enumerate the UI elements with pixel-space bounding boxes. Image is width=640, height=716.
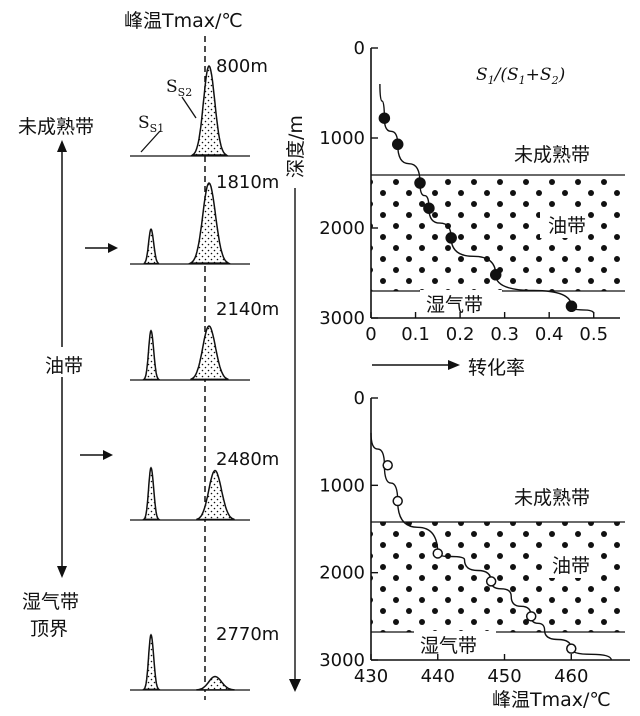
depth-label: 800m: [216, 56, 268, 77]
pyrogram-sample: 2770m: [130, 624, 279, 691]
y-tick-label: 2000: [319, 563, 365, 584]
y-tick-label: 0: [354, 388, 365, 409]
s1-peak: [141, 329, 162, 381]
peak-label-s1: SS1: [138, 113, 164, 135]
y-tick-label: 2000: [319, 218, 365, 239]
pointer-arrow-2480: [80, 450, 113, 460]
pyrogram-sample: 1810m: [130, 172, 279, 265]
depth-label: 2770m: [216, 624, 279, 645]
pointer-arrow-1810: [85, 243, 118, 253]
depth-label: 2140m: [216, 299, 279, 320]
x-tick-label: 450: [487, 666, 521, 687]
y-tick-label: 3000: [319, 308, 365, 329]
s2-peak: [196, 675, 235, 691]
s2-peak: [190, 325, 229, 381]
zone-label-top-boundary: 顶界: [30, 618, 68, 640]
data-point: [489, 269, 502, 281]
x-tick-label: 0.3: [490, 324, 519, 345]
data-point: [423, 202, 435, 214]
c2-zone-oil-label: 油带: [552, 555, 590, 577]
zone-label-oil: 油带: [45, 355, 83, 377]
y-tick-label: 3000: [319, 650, 365, 671]
c1-x-arrow-head: [448, 360, 460, 370]
conversion-chart: 油带 未成熟带 湿气带 S1/(S1+S2) 深度/m 转化率 0 1000 200…: [285, 38, 625, 692]
c1-y-axis-label: 深度/m: [285, 115, 307, 178]
data-point: [382, 459, 393, 471]
s2-peak: [190, 64, 229, 156]
data-point: [525, 611, 537, 622]
pyrogram-panel: 峰温Tmax/℃ 未成熟带 油带 湿气带 顶界 SS1 SS2 800m 1810…: [18, 10, 279, 700]
c1-zone-immature-label: 未成熟带: [514, 144, 590, 166]
zone-label-immature: 未成熟带: [18, 116, 94, 138]
pyrogram-sample: 2480m: [130, 449, 279, 521]
pyrogram-sample: 2140m: [130, 299, 279, 381]
s1-peak: [143, 228, 160, 265]
x-tick-label: 0: [365, 324, 376, 345]
data-point: [566, 643, 577, 654]
c2-zone-immature-label: 未成熟带: [514, 487, 590, 509]
y-tick-label: 1000: [319, 128, 365, 149]
pyrogram-traces: 800m 1810m 2140m 2480m 2770m: [130, 56, 279, 691]
s2-peak: [187, 181, 232, 264]
c2-x-axis-label: 峰温Tmax/℃: [492, 689, 611, 711]
data-point: [445, 232, 457, 244]
s1-pointer: [140, 130, 161, 153]
s1-peak: [141, 633, 162, 691]
s2-peak: [196, 469, 235, 521]
data-point: [565, 300, 578, 313]
c1-title: S1/(S1+S2): [476, 65, 565, 87]
x-tick-label: 0.5: [579, 324, 608, 345]
data-point: [432, 548, 444, 559]
x-tick-label: 0.2: [446, 324, 475, 345]
c1-zone-wet-gas-label: 湿气带: [426, 294, 483, 316]
y-tick-label: 0: [354, 38, 365, 59]
c1-x-axis-label: 转化率: [468, 357, 525, 379]
zone-label-wet-gas: 湿气带: [22, 591, 79, 613]
zone-arrow-up-head: [57, 140, 67, 152]
x-tick-label: 460: [554, 666, 588, 687]
peak-label-s2: SS2: [166, 77, 192, 99]
s2-pointer: [181, 96, 197, 119]
data-point: [392, 495, 403, 507]
zone-arrow-down-head: [57, 566, 67, 578]
data-point: [485, 576, 497, 587]
c1-depth-arrow-head: [289, 679, 301, 692]
s1-peak: [141, 466, 162, 521]
data-point: [378, 112, 391, 124]
depth-label: 1810m: [216, 172, 279, 193]
data-point: [391, 138, 404, 151]
y-tick-label: 1000: [319, 475, 365, 496]
x-tick-label: 440: [421, 666, 455, 687]
data-point: [414, 177, 426, 189]
left-tmax-axis-label: 峰温Tmax/℃: [124, 10, 243, 32]
x-tick-label: 430: [354, 666, 388, 687]
c1-zone-oil-label: 油带: [548, 215, 586, 237]
x-tick-label: 0.1: [401, 324, 430, 345]
pyrogram-sample: 800m: [130, 56, 268, 157]
c2-zone-wet-gas-label: 湿气带: [420, 635, 477, 657]
depth-label: 2480m: [216, 449, 279, 470]
x-tick-label: 0.4: [535, 324, 564, 345]
